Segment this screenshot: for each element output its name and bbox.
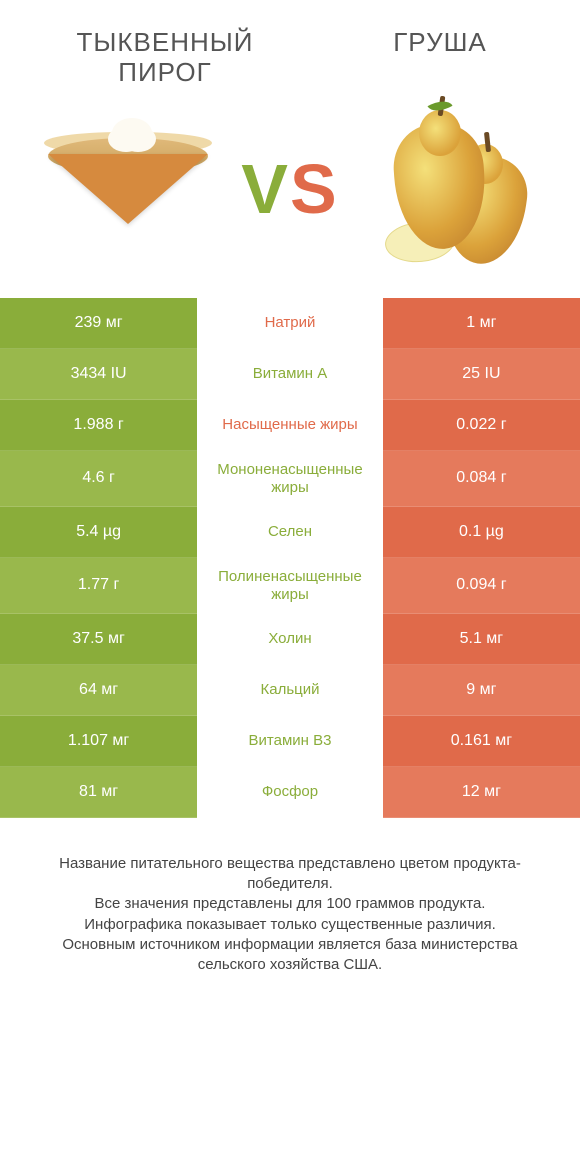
left-value: 4.6 г xyxy=(0,451,197,507)
left-value: 1.107 мг xyxy=(0,716,197,767)
left-value: 5.4 µg xyxy=(0,507,197,558)
nutrient-label: Мононенасыщенные жиры xyxy=(197,451,383,507)
table-row: 5.4 µgСелен0.1 µg xyxy=(0,507,580,558)
right-value: 0.094 г xyxy=(383,558,580,614)
table-row: 1.107 мгВитамин B30.161 мг xyxy=(0,716,580,767)
nutrient-label: Фосфор xyxy=(197,767,383,818)
right-food-title: ГРУША xyxy=(340,28,540,58)
table-row: 81 мгФосфор12 мг xyxy=(0,767,580,818)
right-value: 0.022 г xyxy=(383,400,580,451)
nutrient-label: Витамин A xyxy=(197,349,383,400)
right-value: 1 мг xyxy=(383,298,580,349)
left-food-title: ТЫКВЕННЫЙ ПИРОГ xyxy=(40,28,290,88)
footer-notes: Название питательного вещества представл… xyxy=(0,818,580,976)
left-value: 3434 IU xyxy=(0,349,197,400)
table-row: 64 мгКальций9 мг xyxy=(0,665,580,716)
images-row: VS xyxy=(0,98,580,298)
left-value: 64 мг xyxy=(0,665,197,716)
table-row: 37.5 мгХолин5.1 мг xyxy=(0,614,580,665)
pumpkin-pie-image xyxy=(28,104,228,274)
vs-badge: VS xyxy=(241,149,338,229)
left-value: 239 мг xyxy=(0,298,197,349)
right-value: 0.1 µg xyxy=(383,507,580,558)
table-row: 1.988 гНасыщенные жиры0.022 г xyxy=(0,400,580,451)
comparison-table: 239 мгНатрий1 мг3434 IUВитамин A25 IU1.9… xyxy=(0,298,580,818)
nutrient-label: Полиненасыщенные жиры xyxy=(197,558,383,614)
nutrient-label: Селен xyxy=(197,507,383,558)
header: ТЫКВЕННЫЙ ПИРОГ ГРУША xyxy=(0,0,580,98)
right-value: 12 мг xyxy=(383,767,580,818)
footer-line: Основным источником информации является … xyxy=(30,935,550,976)
footer-line: Инфографика показывает только существенн… xyxy=(30,915,550,935)
right-value: 5.1 мг xyxy=(383,614,580,665)
table-row: 3434 IUВитамин A25 IU xyxy=(0,349,580,400)
pear-image xyxy=(352,104,552,274)
left-value: 1.988 г xyxy=(0,400,197,451)
right-value: 9 мг xyxy=(383,665,580,716)
vs-letter-v: V xyxy=(241,150,290,228)
table-row: 1.77 гПолиненасыщенные жиры0.094 г xyxy=(0,558,580,614)
right-value: 0.161 мг xyxy=(383,716,580,767)
nutrient-label: Кальций xyxy=(197,665,383,716)
footer-line: Все значения представлены для 100 граммо… xyxy=(30,894,550,914)
left-value: 81 мг xyxy=(0,767,197,818)
nutrient-label: Натрий xyxy=(197,298,383,349)
nutrient-label: Витамин B3 xyxy=(197,716,383,767)
nutrient-label: Холин xyxy=(197,614,383,665)
nutrient-label: Насыщенные жиры xyxy=(197,400,383,451)
footer-line: Название питательного вещества представл… xyxy=(30,854,550,895)
table-row: 239 мгНатрий1 мг xyxy=(0,298,580,349)
left-value: 1.77 г xyxy=(0,558,197,614)
table-row: 4.6 гМононенасыщенные жиры0.084 г xyxy=(0,451,580,507)
right-value: 25 IU xyxy=(383,349,580,400)
right-value: 0.084 г xyxy=(383,451,580,507)
left-value: 37.5 мг xyxy=(0,614,197,665)
vs-letter-s: S xyxy=(290,150,339,228)
